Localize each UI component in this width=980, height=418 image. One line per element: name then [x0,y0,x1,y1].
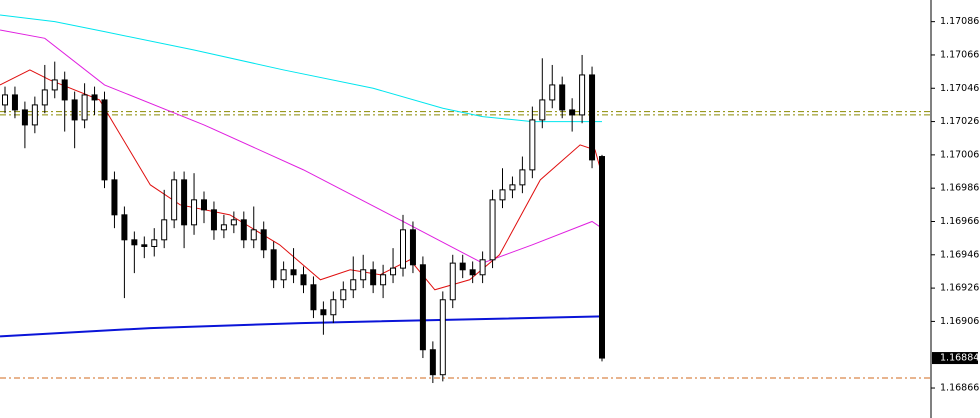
candle-body [380,274,387,286]
candle-body [250,229,257,241]
y-tick-label: 1.17066 [940,49,979,60]
candle-body [151,239,158,247]
candle-body [11,94,18,111]
candle-body [409,229,416,266]
candle-body [2,94,8,106]
indicator-line [0,29,603,264]
y-tick-label: 1.16906 [940,316,979,327]
candle-body [21,109,28,126]
last-price-label: 1.16884 [940,353,979,364]
candle-body [270,249,277,281]
indicator-line [0,14,602,123]
y-tick-label: 1.16946 [940,249,979,260]
candle-body [141,244,148,247]
candle-body [529,119,536,171]
candle-body [330,299,337,316]
y-tick-label: 1.17086 [940,16,979,27]
candle-body [499,189,506,201]
candle-body [439,299,446,376]
candle-body [539,99,546,121]
candle-body [181,179,188,226]
candle-body [449,262,456,301]
indicator-line [0,315,603,338]
candle-body [71,99,78,121]
candle-body [91,94,98,101]
y-tick-label: 1.16866 [940,383,979,394]
candle-body [240,219,247,241]
candle-body [101,99,108,181]
candle-body [569,109,576,116]
y-tick-label: 1.17046 [940,83,979,94]
candle-body [400,229,406,269]
candle-body [171,179,178,221]
candle-body [459,262,466,271]
candle-body [191,199,198,226]
candle-body [260,229,267,251]
candle-body [479,259,486,276]
candle-body [210,209,217,231]
candle-body [121,214,128,241]
candle-body [320,309,327,316]
candle-body [290,269,297,276]
candle-body [599,156,605,359]
candle-body [111,179,118,216]
candle-body [131,239,138,246]
y-tick-label: 1.17006 [940,149,979,160]
candle-body [469,269,476,276]
candle-body [61,79,68,101]
candle-body [579,74,586,116]
candle-body [300,274,307,286]
y-tick-label: 1.16926 [940,283,979,294]
candle-body [370,269,377,286]
y-tick-label: 1.16986 [940,183,979,194]
candle-body [509,184,516,191]
candle-body [419,264,426,351]
candle-body [519,169,526,186]
candle-body [589,74,596,161]
candle-body [549,84,556,101]
candle-body [360,269,367,281]
candle-body [201,199,207,211]
candle-body [81,94,88,121]
candle-body [429,349,436,376]
candle-body [280,269,287,281]
candle-body [559,84,566,111]
candle-body [51,79,58,91]
candle-body [230,219,237,226]
candle-body [220,224,227,231]
candle-body [340,289,347,301]
candle-body [489,199,496,261]
candle-body [31,104,38,126]
candle-body [41,89,48,106]
y-tick-label: 1.17026 [940,116,979,127]
candle-body [310,284,317,311]
candle-body [350,279,357,291]
candle-body [390,267,397,276]
last-price-box [932,352,978,365]
y-tick-label: 1.16966 [940,216,979,227]
candle-body [161,219,168,241]
